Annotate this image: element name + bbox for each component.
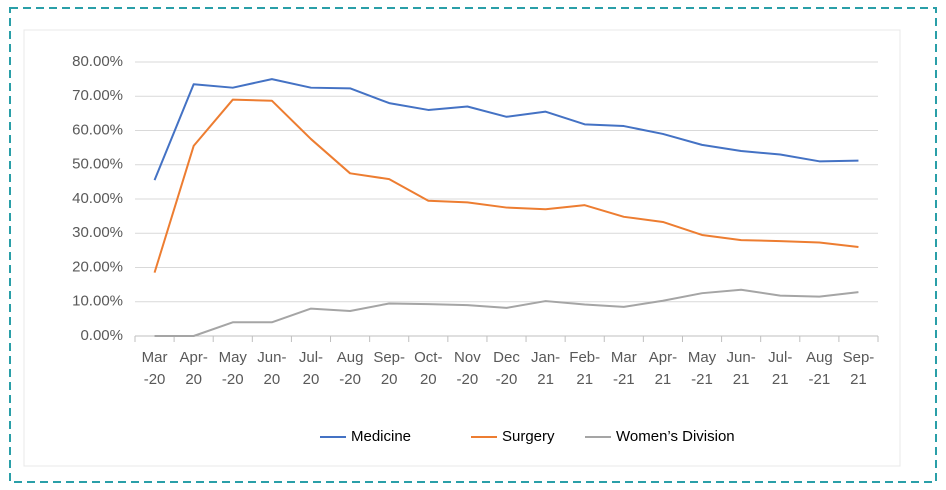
- y-tick-label: 10.00%: [72, 293, 123, 310]
- x-tick-label: Aug -21: [806, 349, 833, 388]
- x-tick-label: Jul-21: [768, 349, 792, 388]
- x-tick-label: Apr-21: [649, 349, 677, 388]
- page-border: [9, 7, 937, 483]
- y-tick-label: 70.00%: [72, 87, 123, 104]
- x-tick-label: Sep-20: [373, 349, 405, 388]
- x-tick-label: Nov -20: [454, 349, 481, 388]
- y-tick-label: 60.00%: [72, 121, 123, 138]
- x-tick-label: Dec -20: [493, 349, 520, 388]
- y-tick-label: 80.00%: [72, 53, 123, 70]
- x-tick-label: May -20: [219, 349, 248, 388]
- chart-frame: [23, 29, 901, 467]
- y-tick-label: 20.00%: [72, 258, 123, 275]
- x-tick-label: Apr-20: [179, 349, 207, 388]
- legend-label: Surgery: [502, 428, 555, 445]
- y-tick-label: 50.00%: [72, 156, 123, 173]
- x-tick-label: Mar -20: [142, 349, 168, 388]
- x-tick-label: May -21: [688, 349, 717, 388]
- y-tick-label: 30.00%: [72, 224, 123, 241]
- series-line: [153, 98, 859, 273]
- x-tick-label: Jan-21: [531, 349, 560, 388]
- x-tick-label: Mar -21: [611, 349, 637, 388]
- series-line: [154, 288, 859, 337]
- x-tick-label: Oct-20: [414, 349, 442, 388]
- x-tick-label: Jul-20: [299, 349, 323, 388]
- series-line: [153, 78, 859, 181]
- x-tick-label: Jun-20: [257, 349, 286, 388]
- x-tick-label: Sep-21: [843, 349, 875, 388]
- x-tick-label: Feb-21: [569, 349, 600, 388]
- y-tick-label: 40.00%: [72, 190, 123, 207]
- x-tick-label: Jun-21: [727, 349, 756, 388]
- legend-label: Medicine: [351, 428, 411, 445]
- x-tick-label: Aug -20: [337, 349, 364, 388]
- y-tick-label: 0.00%: [80, 327, 123, 344]
- legend-label: Women’s Division: [616, 428, 735, 445]
